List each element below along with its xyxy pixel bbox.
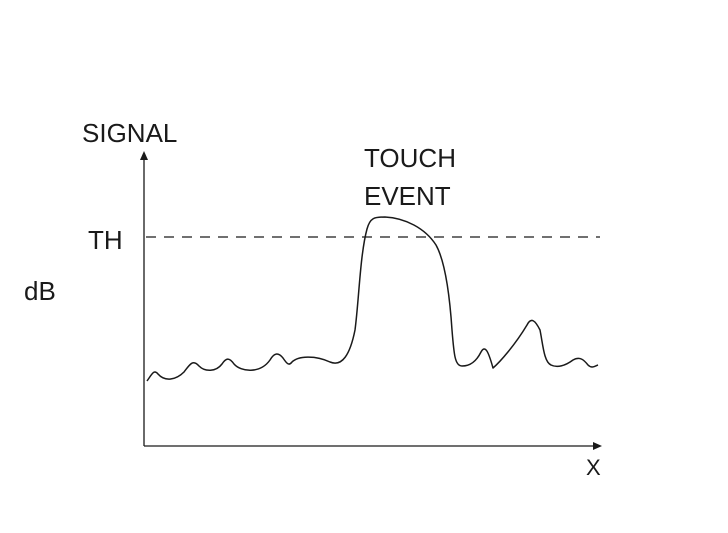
signal-curve (146, 216, 599, 382)
x-axis-label: X (586, 455, 601, 480)
event-label-line2: EVENT (364, 181, 451, 211)
threshold-label: TH (88, 225, 123, 255)
event-label-line1: TOUCH (364, 143, 456, 173)
y-axis-label: SIGNAL (82, 118, 177, 148)
unit-label: dB (24, 276, 56, 306)
